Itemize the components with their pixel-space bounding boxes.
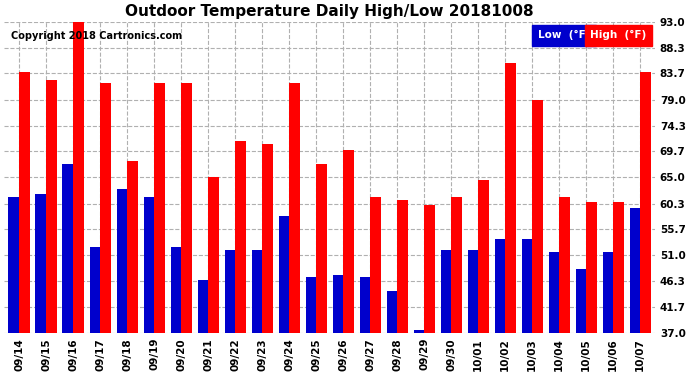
Bar — [468, 250, 477, 333]
Bar — [359, 278, 370, 333]
Bar — [575, 269, 586, 333]
Bar — [505, 63, 515, 333]
Bar — [629, 208, 640, 333]
Bar — [46, 80, 57, 333]
Bar — [279, 216, 289, 333]
Text: Copyright 2018 Cartronics.com: Copyright 2018 Cartronics.com — [10, 31, 181, 41]
Bar — [100, 83, 110, 333]
Bar — [333, 275, 343, 333]
Bar — [451, 197, 462, 333]
Bar — [371, 197, 381, 333]
Bar — [224, 250, 235, 333]
Bar — [262, 144, 273, 333]
Bar — [235, 141, 246, 333]
Legend: Low  (°F), High  (°F): Low (°F), High (°F) — [535, 27, 650, 43]
Bar — [640, 72, 651, 333]
Bar — [424, 205, 435, 333]
Bar — [613, 202, 624, 333]
Bar — [117, 189, 127, 333]
Bar — [413, 330, 424, 333]
Bar — [19, 72, 30, 333]
Bar — [440, 250, 451, 333]
Bar — [478, 180, 489, 333]
Bar — [73, 19, 83, 333]
Bar — [90, 247, 100, 333]
Bar — [63, 164, 72, 333]
Bar — [197, 280, 208, 333]
Bar — [8, 197, 19, 333]
Bar — [533, 100, 542, 333]
Bar — [155, 83, 165, 333]
Bar — [495, 238, 505, 333]
Bar — [344, 150, 353, 333]
Bar — [316, 164, 326, 333]
Bar — [397, 200, 408, 333]
Bar — [170, 247, 181, 333]
Bar — [128, 161, 137, 333]
Bar — [549, 252, 559, 333]
Bar — [35, 194, 46, 333]
Bar — [252, 250, 262, 333]
Bar — [386, 291, 397, 333]
Bar — [560, 197, 570, 333]
Bar — [602, 252, 613, 333]
Bar — [289, 83, 299, 333]
Bar — [208, 177, 219, 333]
Bar — [522, 238, 532, 333]
Bar — [306, 278, 316, 333]
Bar — [144, 197, 154, 333]
Bar — [586, 202, 597, 333]
Bar — [181, 83, 192, 333]
Title: Outdoor Temperature Daily High/Low 20181008: Outdoor Temperature Daily High/Low 20181… — [126, 4, 534, 19]
